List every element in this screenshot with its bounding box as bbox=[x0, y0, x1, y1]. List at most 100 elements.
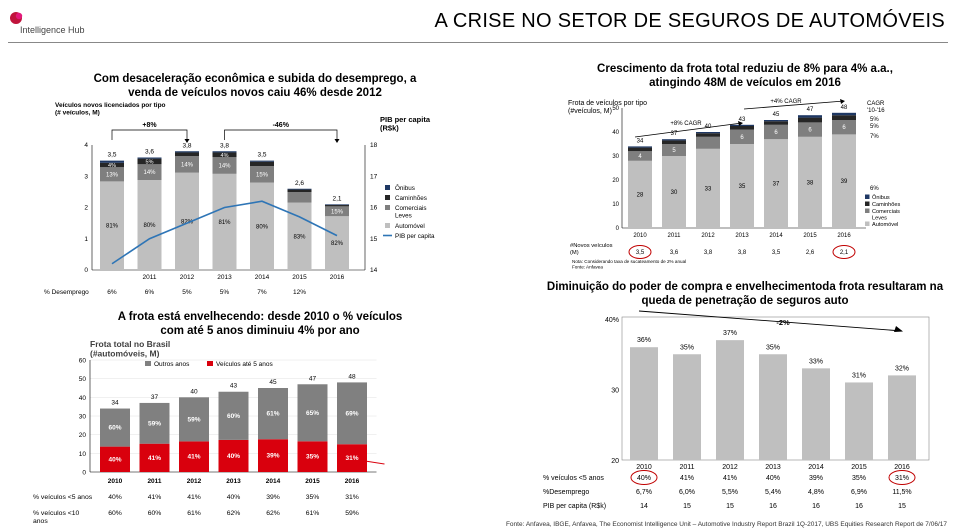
young-share-label: 31% bbox=[345, 455, 358, 462]
legend-swatch bbox=[145, 361, 151, 366]
trend-arrowhead bbox=[894, 326, 903, 332]
bar bbox=[888, 375, 916, 460]
table-cell: 41% bbox=[680, 475, 694, 482]
bar-segment-truck bbox=[662, 140, 686, 144]
y-tick-label: 30 bbox=[611, 388, 619, 395]
cagr-label: +4% CAGR bbox=[770, 99, 802, 105]
bar bbox=[716, 340, 744, 460]
bar-segment-truck bbox=[832, 115, 856, 120]
bar-value-label: 37% bbox=[723, 330, 737, 337]
x-tick-label: 2015 bbox=[305, 478, 320, 485]
car-value-label: 33 bbox=[705, 186, 712, 192]
table-cell: 39% bbox=[266, 494, 280, 501]
table-cell: 5,5% bbox=[722, 489, 738, 496]
x-tick-label: 2016 bbox=[345, 478, 360, 485]
cagr-arrowhead bbox=[840, 99, 845, 104]
y-tick-label: 10 bbox=[79, 451, 87, 458]
bar-segment-young bbox=[218, 439, 249, 472]
bar-total-label: 3,6 bbox=[145, 149, 154, 156]
y2-axis-title: PIB per capita (R$k) bbox=[380, 115, 431, 133]
table-cell: 16 bbox=[855, 503, 863, 510]
table-row-label: % veículos <5 anos bbox=[543, 475, 604, 482]
bar-total-label: 34 bbox=[637, 138, 644, 144]
bar-segment-bus bbox=[662, 139, 686, 141]
bar-segment-lcv bbox=[662, 144, 686, 156]
bar-segment-truck bbox=[137, 158, 162, 165]
lcv-share-label: 14% bbox=[143, 170, 156, 176]
source-note: Fonte: Anfavea, IBGE, Anfavea, The Econo… bbox=[505, 521, 947, 528]
car-share-label: 80% bbox=[256, 224, 269, 230]
bar-segment-lcv bbox=[325, 206, 349, 217]
car-value-label: 35 bbox=[739, 184, 746, 190]
legend-label: Ônibus bbox=[872, 194, 890, 201]
car-value-label: 37 bbox=[773, 182, 780, 188]
bar-segment-young bbox=[258, 439, 288, 472]
cagr-side-value: 5% bbox=[870, 117, 879, 123]
table-cell: 41% bbox=[723, 475, 737, 482]
table-cell: 40% bbox=[108, 494, 122, 501]
legend-swatch bbox=[207, 361, 213, 366]
lcv-value-label: 6 bbox=[842, 125, 846, 131]
truck-share-label: 5% bbox=[146, 159, 154, 165]
table-cell: 16 bbox=[769, 503, 777, 510]
bar-segment-truck bbox=[100, 162, 124, 168]
lcv-share-label: 15% bbox=[331, 209, 344, 215]
bar-segment-other bbox=[297, 384, 328, 442]
table-cell: 61% bbox=[187, 510, 201, 517]
young-share-label: 39% bbox=[266, 453, 279, 460]
table-cell: 60% bbox=[148, 510, 162, 517]
y-tick-label: 50 bbox=[79, 376, 87, 383]
legend-label: Comerciais Leves bbox=[395, 205, 427, 219]
unemployment-value: 5% bbox=[182, 289, 192, 296]
table-cell: 11,5% bbox=[892, 489, 911, 496]
x-tick-label: 2011 bbox=[679, 464, 694, 471]
table-cell: 31% bbox=[895, 475, 909, 482]
table-cell: 4,8% bbox=[808, 489, 824, 496]
bar-segment-truck bbox=[212, 152, 237, 158]
legend-label: Ônibus bbox=[395, 183, 415, 192]
bar-total-label: 47 bbox=[309, 375, 317, 382]
x-tick-label: 2011 bbox=[668, 233, 682, 239]
table-cell: 31% bbox=[345, 494, 359, 501]
y2-tick-label: 17 bbox=[370, 173, 378, 180]
y-axis-title: Veículos novos licenciados por tipo (# ve… bbox=[55, 102, 166, 117]
table-cell: 15 bbox=[683, 503, 691, 510]
bar-segment-car bbox=[764, 139, 788, 228]
bar-segment-lcv bbox=[212, 157, 237, 174]
bar-segment-lcv bbox=[175, 156, 199, 173]
other-share-label: 65% bbox=[306, 410, 319, 417]
new-vehicles-value: 2,6 bbox=[806, 250, 815, 256]
growth-arrowhead bbox=[334, 139, 340, 143]
x-tick-label: 2013 bbox=[765, 464, 781, 471]
young-share-label: 35% bbox=[306, 454, 319, 461]
bar-total-label: 3,8 bbox=[220, 142, 229, 149]
new-vehicles-value: 2,1 bbox=[840, 250, 849, 256]
bar-segment-car bbox=[730, 144, 754, 228]
bar-total-label: 34 bbox=[111, 400, 119, 407]
logo-text: Intelligence Hub bbox=[20, 25, 85, 35]
bar-segment-lcv bbox=[250, 166, 274, 183]
bar-value-label: 31% bbox=[852, 372, 866, 379]
bar-total-label: 48 bbox=[348, 373, 356, 380]
bar-segment-truck bbox=[175, 152, 199, 156]
y-tick-label: 20 bbox=[79, 432, 87, 439]
growth-bracket bbox=[111, 129, 188, 142]
table-cell: 60% bbox=[108, 510, 122, 517]
x-tick-label: 2014 bbox=[255, 274, 270, 281]
legend-label: Caminhões bbox=[395, 195, 427, 202]
bar-total-label: 3,5 bbox=[107, 152, 116, 159]
young-share-label: 41% bbox=[187, 454, 200, 461]
intelligence-hub-logo bbox=[10, 12, 23, 24]
x-tick-label: 2015 bbox=[803, 233, 817, 239]
y-tick-label: 2 bbox=[84, 205, 88, 212]
y-tick-label: 40% bbox=[605, 317, 619, 324]
car-value-label: 28 bbox=[637, 192, 644, 198]
bar-segment-lcv bbox=[100, 167, 124, 182]
legend-label: Automóvel bbox=[872, 222, 898, 228]
bar-segment-bus bbox=[325, 204, 349, 206]
highlight-circle bbox=[888, 470, 916, 485]
bar-segment-car bbox=[100, 181, 124, 270]
lcv-share-label: 13% bbox=[106, 172, 119, 178]
cagr-side-title: CAGR '10-'16 bbox=[867, 101, 885, 114]
table-row-label: PIB per capita (R$k) bbox=[543, 503, 606, 510]
